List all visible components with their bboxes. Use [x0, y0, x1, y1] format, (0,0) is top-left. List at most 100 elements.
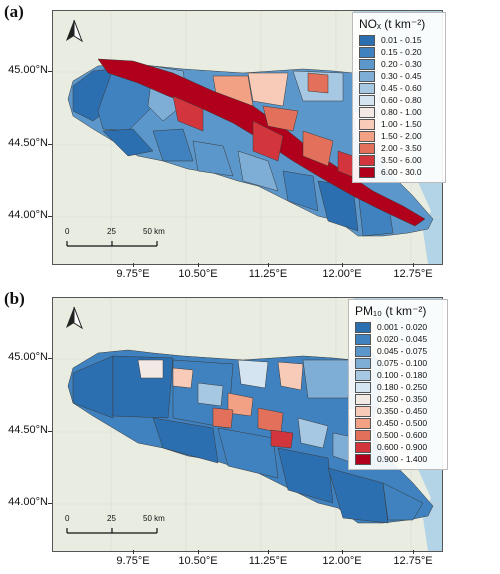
legend-item: 3.50 - 6.00 [359, 154, 439, 166]
legend-swatch [359, 46, 375, 58]
legend-item: 0.075 - 0.100 [355, 357, 441, 369]
legend-swatch [359, 166, 375, 178]
lon-label-10-50: 10.50°E [178, 268, 218, 280]
legend-label: 0.80 - 1.00 [381, 107, 422, 117]
legend-item: 0.01 - 0.15 [359, 34, 439, 46]
lat-label-44-50: 44.50°N [8, 424, 48, 436]
legend-item: 0.60 - 0.80 [359, 94, 439, 106]
panel-label: (b) [4, 289, 25, 308]
lon-label-11-25: 11.25°E [248, 555, 288, 567]
legend-swatch [359, 118, 375, 130]
region-choropleth [67, 58, 434, 237]
scale-tick-50: 50 km [143, 514, 165, 523]
north-arrow-icon [66, 19, 83, 43]
legend-rows: 0.001 - 0.020 0.020 - 0.045 0.045 - 0.075 0… [355, 321, 441, 465]
legend-label: 1.50 - 2.00 [381, 131, 422, 141]
legend-swatch [355, 453, 371, 465]
scale-tick-0: 0 [65, 227, 70, 236]
legend-label: 0.30 - 0.45 [381, 71, 422, 81]
legend-label: 0.500 - 0.600 [377, 430, 428, 440]
legend-swatch [359, 106, 375, 118]
legend-item: 0.450 - 0.500 [355, 417, 441, 429]
legend-swatch [355, 333, 371, 345]
panel-a-nox: (a) [4, 2, 446, 280]
legend-label: 0.450 - 0.500 [377, 418, 428, 428]
scale-bar: 0 25 50 km [65, 227, 165, 253]
legend-item: 0.250 - 0.350 [355, 393, 441, 405]
legend-rows: 0.01 - 0.15 0.15 - 0.20 0.20 - 0.30 0.30 - … [359, 34, 439, 178]
lat-label-44-00: 44.00°N [8, 496, 48, 508]
legend-item: 0.15 - 0.20 [359, 46, 439, 58]
legend-item: 1.50 - 2.00 [359, 130, 439, 142]
legend-item: 0.001 - 0.020 [355, 321, 441, 333]
legend-swatch [359, 82, 375, 94]
legend-label: 0.250 - 0.350 [377, 394, 428, 404]
lon-tick [133, 550, 134, 554]
legend-swatch [355, 417, 371, 429]
lon-tick [413, 263, 414, 267]
legend-label: 3.50 - 6.00 [381, 155, 422, 165]
lat-tick [48, 503, 52, 504]
legend-label: 0.600 - 0.900 [377, 442, 428, 452]
lon-tick [342, 263, 343, 267]
legend-label: 1.00 - 1.50 [381, 119, 422, 129]
lat-label-44-00: 44.00°N [8, 209, 48, 221]
legend-swatch [359, 70, 375, 82]
legend-swatch [359, 142, 375, 154]
scale-tick-50: 50 km [143, 227, 165, 236]
legend-item: 0.045 - 0.075 [355, 345, 441, 357]
legend-item: 0.45 - 0.60 [359, 82, 439, 94]
legend-label: 0.01 - 0.15 [381, 35, 422, 45]
legend-swatch [355, 357, 371, 369]
lon-label-10-50: 10.50°E [178, 555, 218, 567]
lon-label-11-25: 11.25°E [248, 268, 288, 280]
legend-swatch [355, 321, 371, 333]
legend-item: 2.00 - 3.50 [359, 142, 439, 154]
legend-title: PM₁₀ (t km⁻²) [355, 304, 427, 318]
legend-item: 1.00 - 1.50 [359, 118, 439, 130]
legend-title: NOₓ (t km⁻²) [359, 17, 426, 31]
panel-label: (a) [4, 2, 24, 21]
scale-tick-25: 25 [107, 514, 116, 523]
legend-label: 0.020 - 0.045 [377, 334, 428, 344]
lon-label-12-75: 12.75°E [393, 268, 433, 280]
legend-swatch [355, 381, 371, 393]
legend-item: 0.80 - 1.00 [359, 106, 439, 118]
legend-swatch [355, 393, 371, 405]
scale-tick-25: 25 [107, 227, 116, 236]
legend-item: 0.350 - 0.450 [355, 405, 441, 417]
legend-swatch [355, 441, 371, 453]
lon-label-9-75: 9.75°E [116, 555, 150, 567]
lon-label-9-75: 9.75°E [116, 268, 150, 280]
lat-label-44-50: 44.50°N [8, 137, 48, 149]
lon-tick [342, 550, 343, 554]
legend-label: 0.60 - 0.80 [381, 95, 422, 105]
lat-label-45-00: 45.00°N [8, 351, 48, 363]
lon-label-12-75: 12.75°E [393, 555, 433, 567]
lat-tick [48, 216, 52, 217]
legend-swatch [359, 94, 375, 106]
legend-label: 0.100 - 0.180 [377, 370, 428, 380]
legend-label: 0.001 - 0.020 [377, 322, 428, 332]
legend-label: 0.350 - 0.450 [377, 406, 428, 416]
lon-label-12-00: 12.00°E [322, 268, 362, 280]
lat-tick [48, 71, 52, 72]
legend-swatch [359, 58, 375, 70]
lon-tick [198, 550, 199, 554]
legend-item: 0.900 - 1.400 [355, 453, 441, 465]
lat-tick [48, 431, 52, 432]
legend-swatch [355, 345, 371, 357]
region-choropleth [67, 349, 434, 524]
legend-item: 0.20 - 0.30 [359, 58, 439, 70]
legend: PM₁₀ (t km⁻²) 0.001 - 0.020 0.020 - 0.045… [348, 299, 448, 470]
legend-swatch [355, 429, 371, 441]
legend-swatch [359, 154, 375, 166]
lat-label-45-00: 45.00°N [8, 64, 48, 76]
lon-label-12-00: 12.00°E [322, 555, 362, 567]
legend-item: 0.500 - 0.600 [355, 429, 441, 441]
legend-swatch [355, 405, 371, 417]
legend-label: 0.900 - 1.400 [377, 454, 428, 464]
legend-label: 0.045 - 0.075 [377, 346, 428, 356]
lat-tick [48, 144, 52, 145]
legend-label: 0.075 - 0.100 [377, 358, 428, 368]
